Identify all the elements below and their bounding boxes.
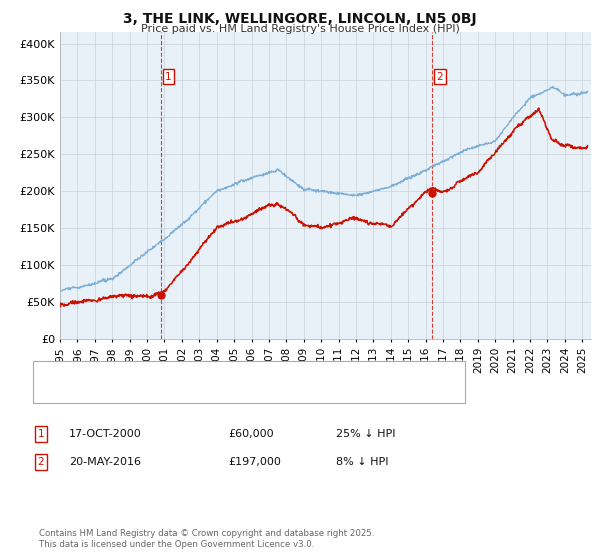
Text: 2: 2 <box>437 72 443 82</box>
Text: 17-OCT-2000: 17-OCT-2000 <box>69 429 142 439</box>
Text: 8% ↓ HPI: 8% ↓ HPI <box>336 457 389 467</box>
Text: 1: 1 <box>165 72 172 82</box>
Text: Price paid vs. HM Land Registry's House Price Index (HPI): Price paid vs. HM Land Registry's House … <box>140 24 460 34</box>
Text: Contains HM Land Registry data © Crown copyright and database right 2025.
This d: Contains HM Land Registry data © Crown c… <box>39 529 374 549</box>
Text: £60,000: £60,000 <box>228 429 274 439</box>
Text: 20-MAY-2016: 20-MAY-2016 <box>69 457 141 467</box>
Text: 3, THE LINK, WELLINGORE, LINCOLN, LN5 0BJ (detached house): 3, THE LINK, WELLINGORE, LINCOLN, LN5 0B… <box>66 365 395 375</box>
Text: 1: 1 <box>37 429 44 439</box>
Text: HPI: Average price, detached house, North Kesteven: HPI: Average price, detached house, Nort… <box>66 380 339 390</box>
Text: 2: 2 <box>37 457 44 467</box>
Text: —: — <box>42 362 58 377</box>
Text: 25% ↓ HPI: 25% ↓ HPI <box>336 429 395 439</box>
Text: 3, THE LINK, WELLINGORE, LINCOLN, LN5 0BJ: 3, THE LINK, WELLINGORE, LINCOLN, LN5 0B… <box>123 12 477 26</box>
Text: —: — <box>42 377 58 392</box>
Text: £197,000: £197,000 <box>228 457 281 467</box>
